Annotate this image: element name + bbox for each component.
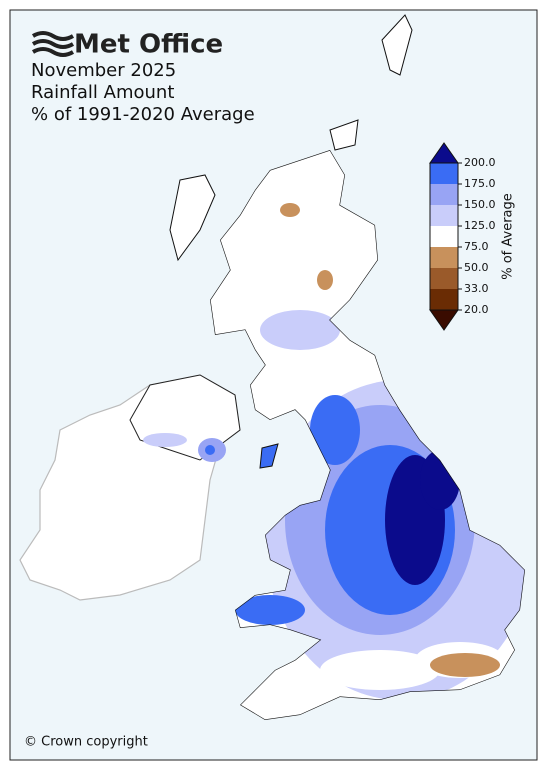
- colorbar-tick-label: 20.0: [464, 303, 489, 316]
- colorbar-band: [430, 226, 458, 247]
- ireland: [19, 374, 241, 601]
- colorbar-tick-label: 75.0: [464, 240, 489, 253]
- colorbar-band: [430, 184, 458, 205]
- title-line: % of 1991-2020 Average: [31, 104, 255, 125]
- colorbar-band: [430, 268, 458, 289]
- colorbar-band: [430, 163, 458, 184]
- colorbar-tick-label: 200.0: [464, 156, 496, 169]
- colorbar-tick-label: 50.0: [464, 261, 489, 274]
- colorbar-title: % of Average: [501, 193, 516, 280]
- colorbar-outline: [429, 162, 459, 311]
- colorbar-tick-label: 33.0: [464, 282, 489, 295]
- colorbar-tick-label: 125.0: [464, 219, 496, 232]
- title-line: Rainfall Amount: [31, 82, 174, 103]
- title-line: November 2025: [31, 60, 176, 81]
- colorbar-band: [430, 205, 458, 226]
- colorbar-band: [430, 289, 458, 310]
- islands: [169, 14, 413, 469]
- logo-text: Met Office: [74, 30, 223, 60]
- copyright: © Crown copyright: [24, 735, 148, 750]
- colorbar-band: [430, 247, 458, 268]
- colorbar-tick-label: 175.0: [464, 177, 496, 190]
- met-office-logo: Met Office: [31, 30, 223, 60]
- colorbar: 200.0 175.0 150.0 125.0 75.0 50.0 33.0 20.0 % of…: [429, 142, 516, 331]
- colorbar-tick-label: 150.0: [464, 198, 496, 211]
